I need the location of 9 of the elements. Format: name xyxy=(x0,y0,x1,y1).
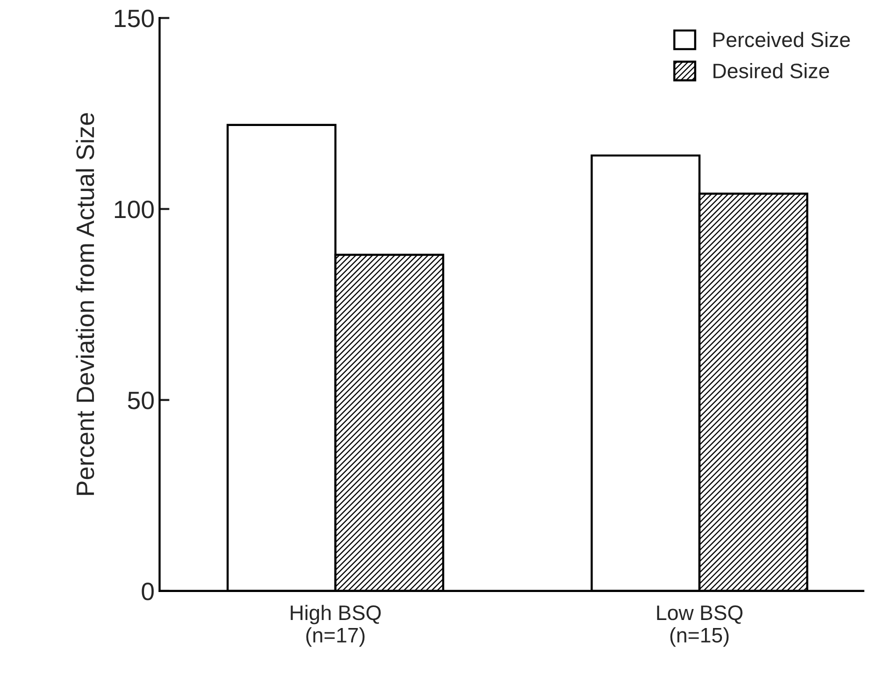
y-tick-label: 100 xyxy=(114,200,154,218)
x-tick-label: Low BSQ (n=15) xyxy=(657,605,742,647)
legend-label: Desired Size xyxy=(714,63,830,78)
y-axis-title: Percent Deviation from Actual Size xyxy=(76,113,94,495)
x-tick-label: High BSQ (n=17) xyxy=(290,604,381,647)
y-tick-label: 0 xyxy=(142,582,154,600)
y-tick-label: 50 xyxy=(128,392,154,410)
y-tick-label: 150 xyxy=(114,10,154,28)
legend-label: Perceived Size xyxy=(714,32,850,48)
